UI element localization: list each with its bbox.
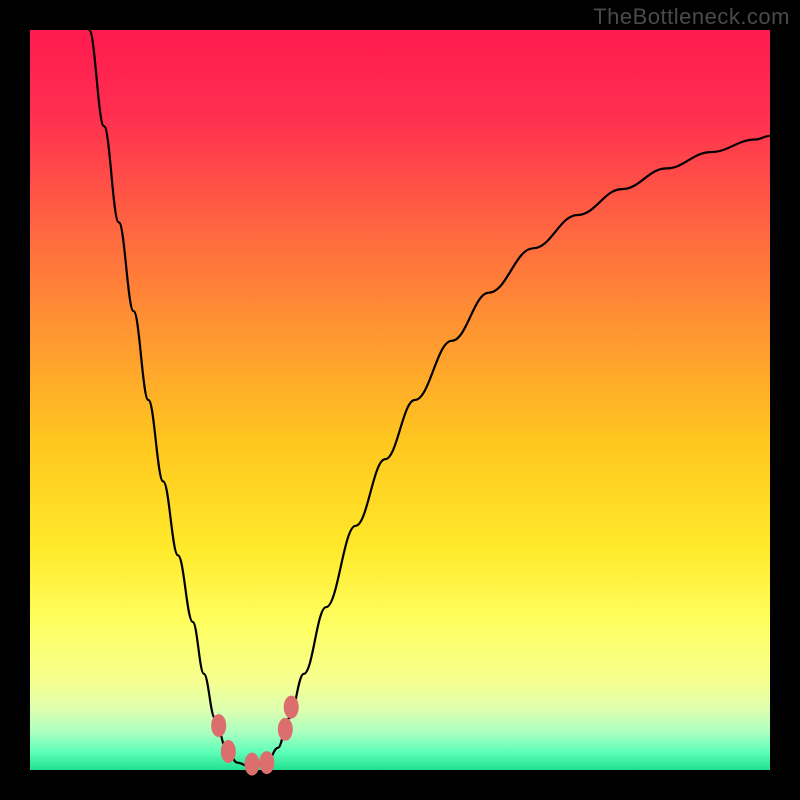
curve-marker <box>221 741 235 763</box>
plot-background <box>30 30 770 770</box>
curve-marker <box>284 696 298 718</box>
curve-marker <box>278 718 292 740</box>
curve-marker <box>260 752 274 774</box>
watermark-text: TheBottleneck.com <box>593 4 790 30</box>
bottleneck-chart: TheBottleneck.com <box>0 0 800 800</box>
chart-svg <box>0 0 800 800</box>
curve-marker <box>245 753 259 775</box>
curve-marker <box>212 715 226 737</box>
